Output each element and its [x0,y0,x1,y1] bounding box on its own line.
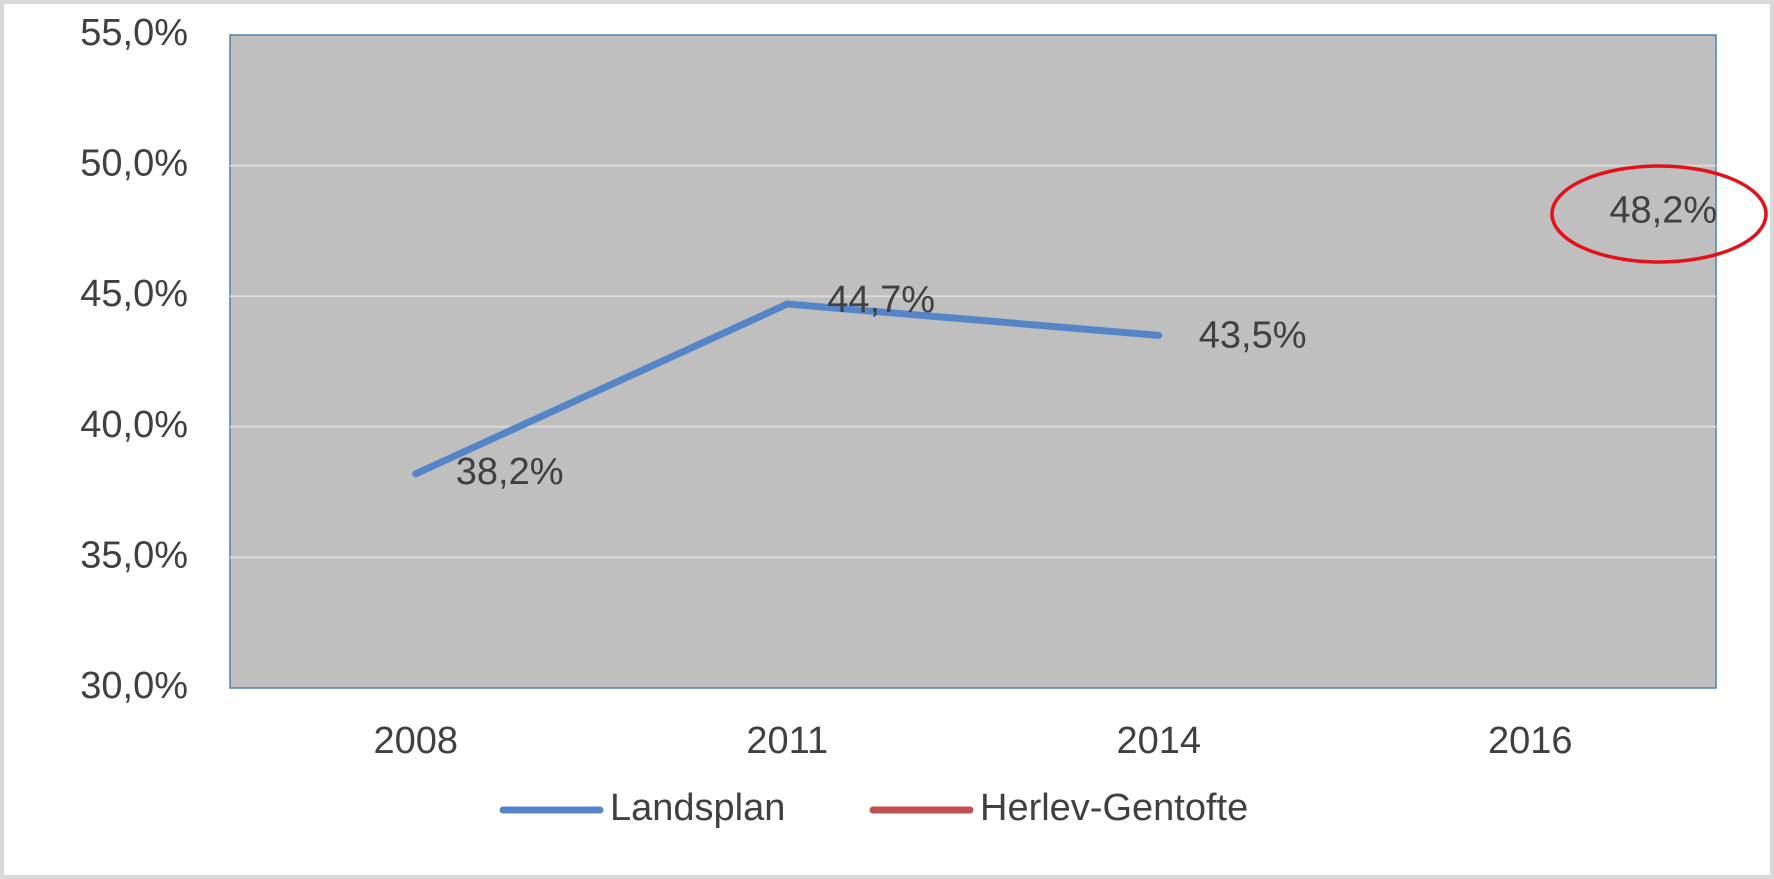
x-tick-label: 2011 [746,720,828,762]
y-tick-label: 45,0% [80,273,188,315]
data-label: 48,2% [1609,190,1717,232]
data-label: 43,5% [1199,314,1307,356]
legend-label: Landsplan [610,787,785,829]
grid [230,164,1716,559]
marks: 38,2% 44,7% 43,5% 48,2% [412,190,1717,493]
data-label: 44,7% [827,279,935,321]
y-tick-label: 30,0% [80,665,188,707]
y-tick-label: 35,0% [80,534,188,576]
series-line [412,300,1163,478]
y-tick-label: 55,0% [80,12,188,54]
data-label: 38,2% [456,451,564,493]
legend-label: Herlev-Gentofte [980,787,1248,829]
x-tick-label: 2008 [373,720,458,762]
x-tick-label: 2016 [1488,720,1573,762]
x-tick-label: 2014 [1116,720,1201,762]
plot-area [229,34,1717,689]
highlight-ellipse [1550,164,1768,264]
y-tick-label: 50,0% [80,143,188,185]
y-tick-label: 40,0% [80,404,188,446]
